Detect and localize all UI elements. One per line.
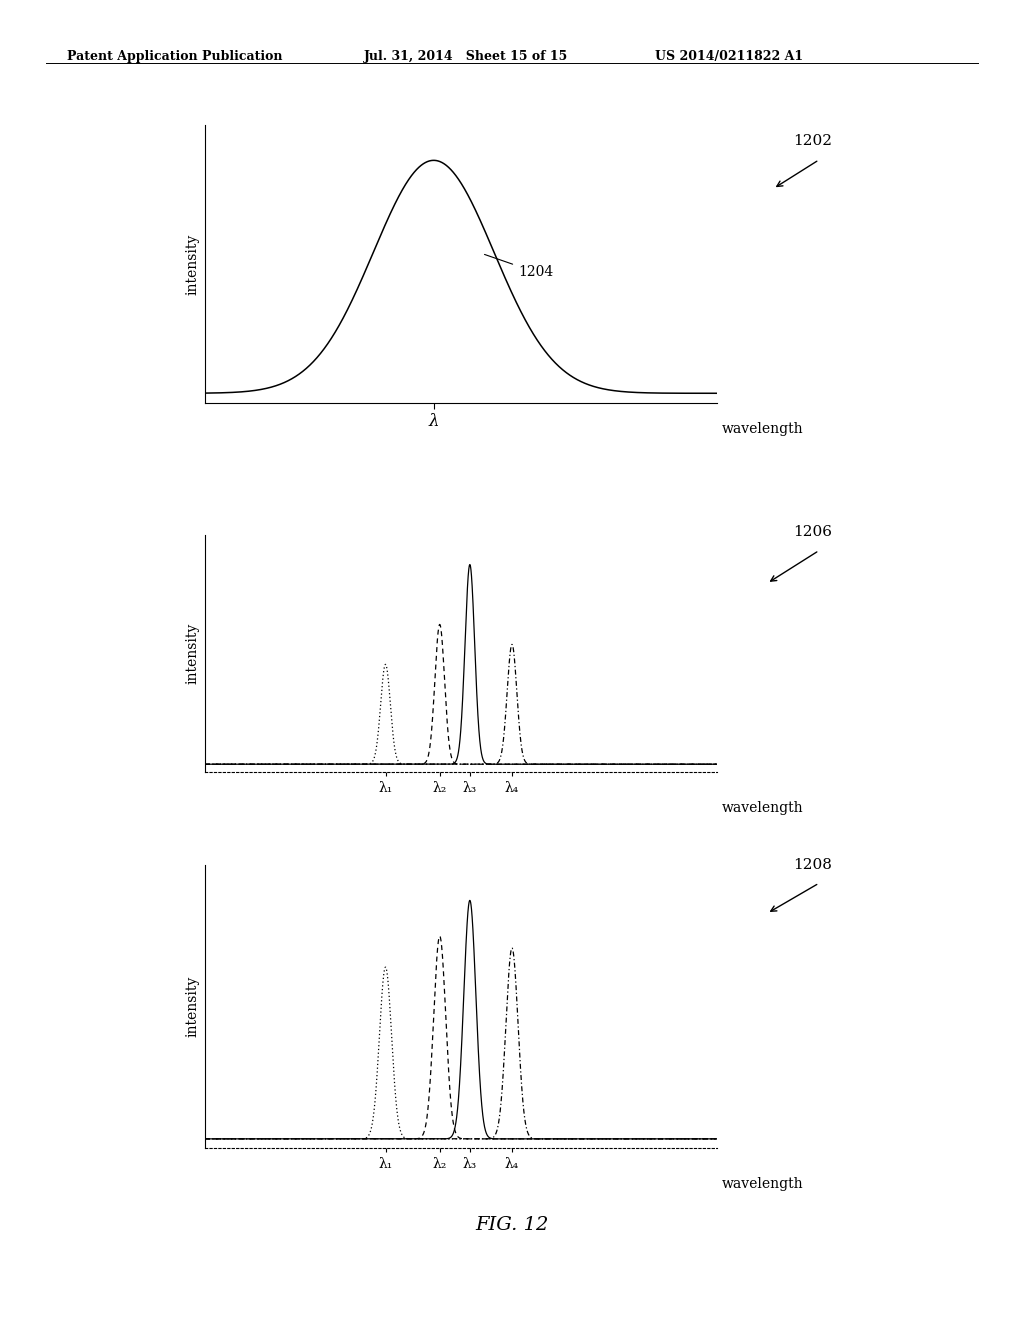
Text: 1206: 1206 [794,525,833,539]
Text: 1204: 1204 [484,255,553,279]
Text: wavelength: wavelength [722,422,804,436]
Text: 1202: 1202 [794,135,833,148]
Text: US 2014/0211822 A1: US 2014/0211822 A1 [655,50,804,63]
Text: wavelength: wavelength [722,1177,804,1191]
Text: Jul. 31, 2014   Sheet 15 of 15: Jul. 31, 2014 Sheet 15 of 15 [364,50,567,63]
Text: 1208: 1208 [794,858,833,871]
Text: Patent Application Publication: Patent Application Publication [67,50,282,63]
Text: wavelength: wavelength [722,801,804,814]
Text: FIG. 12: FIG. 12 [475,1216,549,1234]
Y-axis label: intensity: intensity [185,234,200,294]
Y-axis label: intensity: intensity [185,975,200,1038]
Y-axis label: intensity: intensity [185,623,200,684]
